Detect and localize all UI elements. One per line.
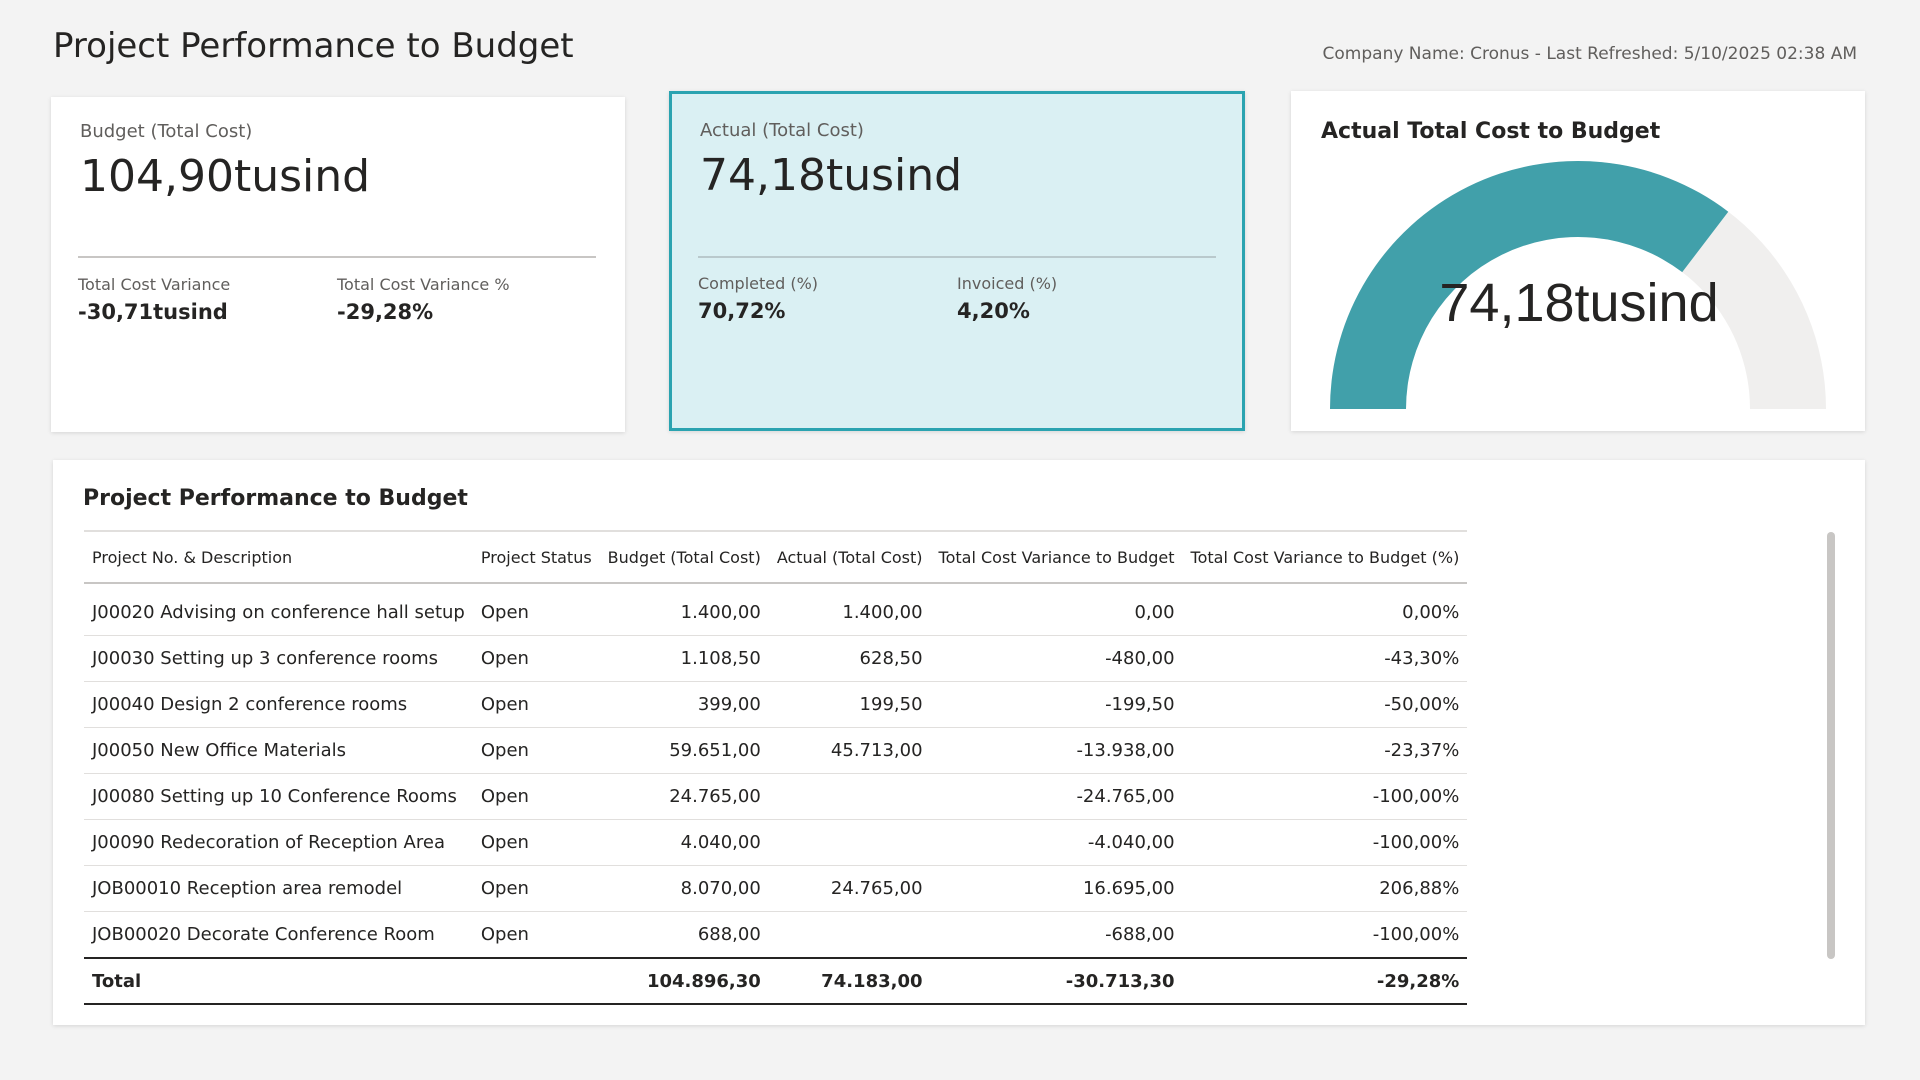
cell-status: Open — [472, 911, 600, 959]
cell-budget: 8.070,00 — [599, 865, 769, 912]
actual-value: 74,18tusind — [700, 150, 963, 201]
total-variance-pct: -29,28% — [1182, 957, 1468, 1005]
table-row[interactable]: J00040 Design 2 conference rooms Open 39… — [84, 681, 1468, 728]
table-row[interactable]: J00030 Setting up 3 conference rooms Ope… — [84, 635, 1468, 682]
cell-variance-pct: -50,00% — [1182, 681, 1468, 728]
table-title: Project Performance to Budget — [83, 486, 468, 511]
cell-variance-pct: 0,00% — [1182, 583, 1468, 636]
cell-budget: 24.765,00 — [599, 773, 769, 820]
table-total-row: Total 104.896,30 74.183,00 -30.713,30 -2… — [84, 957, 1468, 1005]
table-row[interactable]: JOB00020 Decorate Conference Room Open 6… — [84, 911, 1468, 959]
page-title: Project Performance to Budget — [53, 26, 574, 66]
cell-budget: 59.651,00 — [599, 727, 769, 774]
cell-variance-pct: -43,30% — [1182, 635, 1468, 682]
total-budget: 104.896,30 — [599, 957, 769, 1005]
cell-variance-pct: 206,88% — [1182, 865, 1468, 912]
cell-status: Open — [472, 635, 600, 682]
refresh-info: Company Name: Cronus - Last Refreshed: 5… — [1322, 44, 1857, 64]
cell-variance-pct: -23,37% — [1182, 727, 1468, 774]
invoiced-pct-label: Invoiced (%) — [957, 274, 1058, 293]
cell-actual — [768, 911, 931, 959]
cell-project: J00080 Setting up 10 Conference Rooms — [84, 773, 473, 820]
invoiced-pct-value: 4,20% — [957, 299, 1030, 323]
cell-project: J00040 Design 2 conference rooms — [84, 681, 473, 728]
cell-budget: 1.108,50 — [599, 635, 769, 682]
cell-variance: 0,00 — [930, 583, 1183, 636]
col-actual[interactable]: Actual (Total Cost) — [768, 530, 931, 584]
budget-label: Budget (Total Cost) — [80, 121, 253, 142]
cell-variance: -688,00 — [930, 911, 1183, 959]
gauge-fill — [1330, 160, 1729, 409]
cell-project: J00090 Redecoration of Reception Area — [84, 819, 473, 866]
cell-variance-pct: -100,00% — [1182, 911, 1468, 959]
project-table-card[interactable]: Project Performance to Budget Project No… — [53, 460, 1865, 1025]
budget-value: 104,90tusind — [80, 151, 371, 202]
table-row[interactable]: J00050 New Office Materials Open 59.651,… — [84, 727, 1468, 774]
cell-variance: -13.938,00 — [930, 727, 1183, 774]
cell-project: J00030 Setting up 3 conference rooms — [84, 635, 473, 682]
cell-budget: 688,00 — [599, 911, 769, 959]
cell-actual: 199,50 — [768, 681, 931, 728]
cell-variance-pct: -100,00% — [1182, 773, 1468, 820]
col-variance-pct[interactable]: Total Cost Variance to Budget (%) — [1182, 530, 1468, 584]
cell-project: JOB00010 Reception area remodel — [84, 865, 473, 912]
total-actual: 74.183,00 — [768, 957, 931, 1005]
cell-variance: 16.695,00 — [930, 865, 1183, 912]
table-row[interactable]: J00080 Setting up 10 Conference Rooms Op… — [84, 773, 1468, 820]
cell-budget: 399,00 — [599, 681, 769, 728]
total-status — [472, 957, 600, 1005]
col-variance[interactable]: Total Cost Variance to Budget — [930, 530, 1183, 584]
completed-pct-label: Completed (%) — [698, 274, 819, 293]
cell-actual — [768, 819, 931, 866]
col-status[interactable]: Project Status — [472, 530, 600, 584]
cell-actual: 1.400,00 — [768, 583, 931, 636]
table-header-row: Project No. & Description Project Status… — [84, 530, 1468, 584]
cell-actual: 24.765,00 — [768, 865, 931, 912]
cell-status: Open — [472, 865, 600, 912]
cell-status: Open — [472, 819, 600, 866]
total-cost-variance-value: -30,71tusind — [78, 300, 228, 324]
cell-project: J00020 Advising on conference hall setup — [84, 583, 473, 636]
cell-status: Open — [472, 681, 600, 728]
cell-project: J00050 New Office Materials — [84, 727, 473, 774]
gauge-chart: 74,18tusind — [1330, 160, 1826, 409]
gauge-value-label: 74,18tusind — [1439, 273, 1718, 333]
cell-budget: 4.040,00 — [599, 819, 769, 866]
cell-actual — [768, 773, 931, 820]
total-cost-variance-pct-label: Total Cost Variance % — [337, 275, 510, 294]
cell-variance: -480,00 — [930, 635, 1183, 682]
project-table: Project No. & Description Project Status… — [84, 530, 1468, 1005]
total-variance: -30.713,30 — [930, 957, 1183, 1005]
total-label: Total — [84, 957, 473, 1005]
budget-kpi-card[interactable]: Budget (Total Cost) 104,90tusind Total C… — [51, 97, 625, 432]
cell-project: JOB00020 Decorate Conference Room — [84, 911, 473, 959]
vertical-scrollbar[interactable] — [1827, 532, 1835, 959]
cell-variance: -4.040,00 — [930, 819, 1183, 866]
total-cost-variance-label: Total Cost Variance — [78, 275, 231, 294]
cell-variance: -24.765,00 — [930, 773, 1183, 820]
cell-status: Open — [472, 583, 600, 636]
cell-variance: -199,50 — [930, 681, 1183, 728]
cell-status: Open — [472, 727, 600, 774]
col-project[interactable]: Project No. & Description — [84, 530, 473, 584]
actual-label: Actual (Total Cost) — [700, 120, 864, 141]
col-budget[interactable]: Budget (Total Cost) — [599, 530, 769, 584]
cell-variance-pct: -100,00% — [1182, 819, 1468, 866]
completed-pct-value: 70,72% — [698, 299, 786, 323]
table-row[interactable]: J00090 Redecoration of Reception Area Op… — [84, 819, 1468, 866]
total-cost-variance-pct-value: -29,28% — [337, 300, 434, 324]
kpi-divider — [698, 256, 1216, 258]
table-row[interactable]: JOB00010 Reception area remodel Open 8.0… — [84, 865, 1468, 912]
cell-actual: 628,50 — [768, 635, 931, 682]
cell-budget: 1.400,00 — [599, 583, 769, 636]
cell-actual: 45.713,00 — [768, 727, 931, 774]
table-row[interactable]: J00020 Advising on conference hall setup… — [84, 583, 1468, 636]
cell-status: Open — [472, 773, 600, 820]
gauge-card[interactable]: Actual Total Cost to Budget 74,18tusind — [1291, 91, 1865, 431]
gauge-title: Actual Total Cost to Budget — [1321, 119, 1661, 144]
actual-kpi-card[interactable]: Actual (Total Cost) 74,18tusind Complete… — [669, 91, 1245, 431]
kpi-divider — [78, 256, 596, 258]
